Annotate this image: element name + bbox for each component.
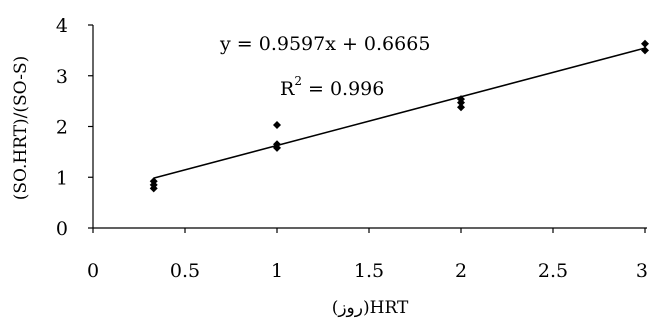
x-axis-title: (روز)HRT bbox=[332, 298, 409, 318]
y-ticks: 0 1 2 3 4 bbox=[56, 15, 93, 240]
data-point-marker bbox=[641, 39, 649, 48]
r-squared-annotation: R2 = 0.996 bbox=[280, 74, 384, 100]
x-tick-label: 1.5 bbox=[354, 260, 384, 282]
r-squared-superscript: 2 bbox=[294, 74, 302, 88]
data-point-marker bbox=[149, 177, 158, 186]
data-point-marker bbox=[457, 95, 465, 104]
axes: 0 1 2 3 4 0 0.5 1 1.5 2 2.5 3 bbox=[56, 15, 648, 282]
y-tick-label: 2 bbox=[56, 117, 68, 139]
trendline-equation: y = 0.9597x + 0.6665 bbox=[219, 33, 430, 55]
data-point-marker bbox=[457, 103, 465, 112]
y-tick-label: 0 bbox=[56, 218, 68, 240]
x-tick-label: 2.5 bbox=[538, 260, 568, 282]
r-squared-label: R bbox=[280, 78, 295, 100]
x-tick-label: 0 bbox=[87, 260, 99, 282]
x-tick-label: 1 bbox=[271, 260, 283, 282]
data-point-marker bbox=[273, 140, 281, 149]
y-tick-label: 3 bbox=[56, 66, 68, 88]
y-axis-title: (SO.HRT)/(SO-S) bbox=[11, 56, 31, 201]
x-ticks: 0 0.5 1 1.5 2 2.5 3 bbox=[87, 228, 648, 282]
data-point-marker bbox=[273, 120, 281, 129]
x-tick-label: 3 bbox=[636, 260, 648, 282]
y-tick-label: 1 bbox=[56, 167, 68, 189]
r-squared-value: = 0.996 bbox=[302, 78, 384, 100]
y-tick-label: 4 bbox=[56, 15, 68, 37]
data-point-marker bbox=[641, 46, 649, 55]
trendline-group bbox=[153, 47, 646, 179]
trendline bbox=[153, 47, 646, 179]
x-tick-label: 2 bbox=[455, 260, 467, 282]
x-tick-label: 0.5 bbox=[170, 260, 200, 282]
data-points bbox=[149, 39, 649, 193]
